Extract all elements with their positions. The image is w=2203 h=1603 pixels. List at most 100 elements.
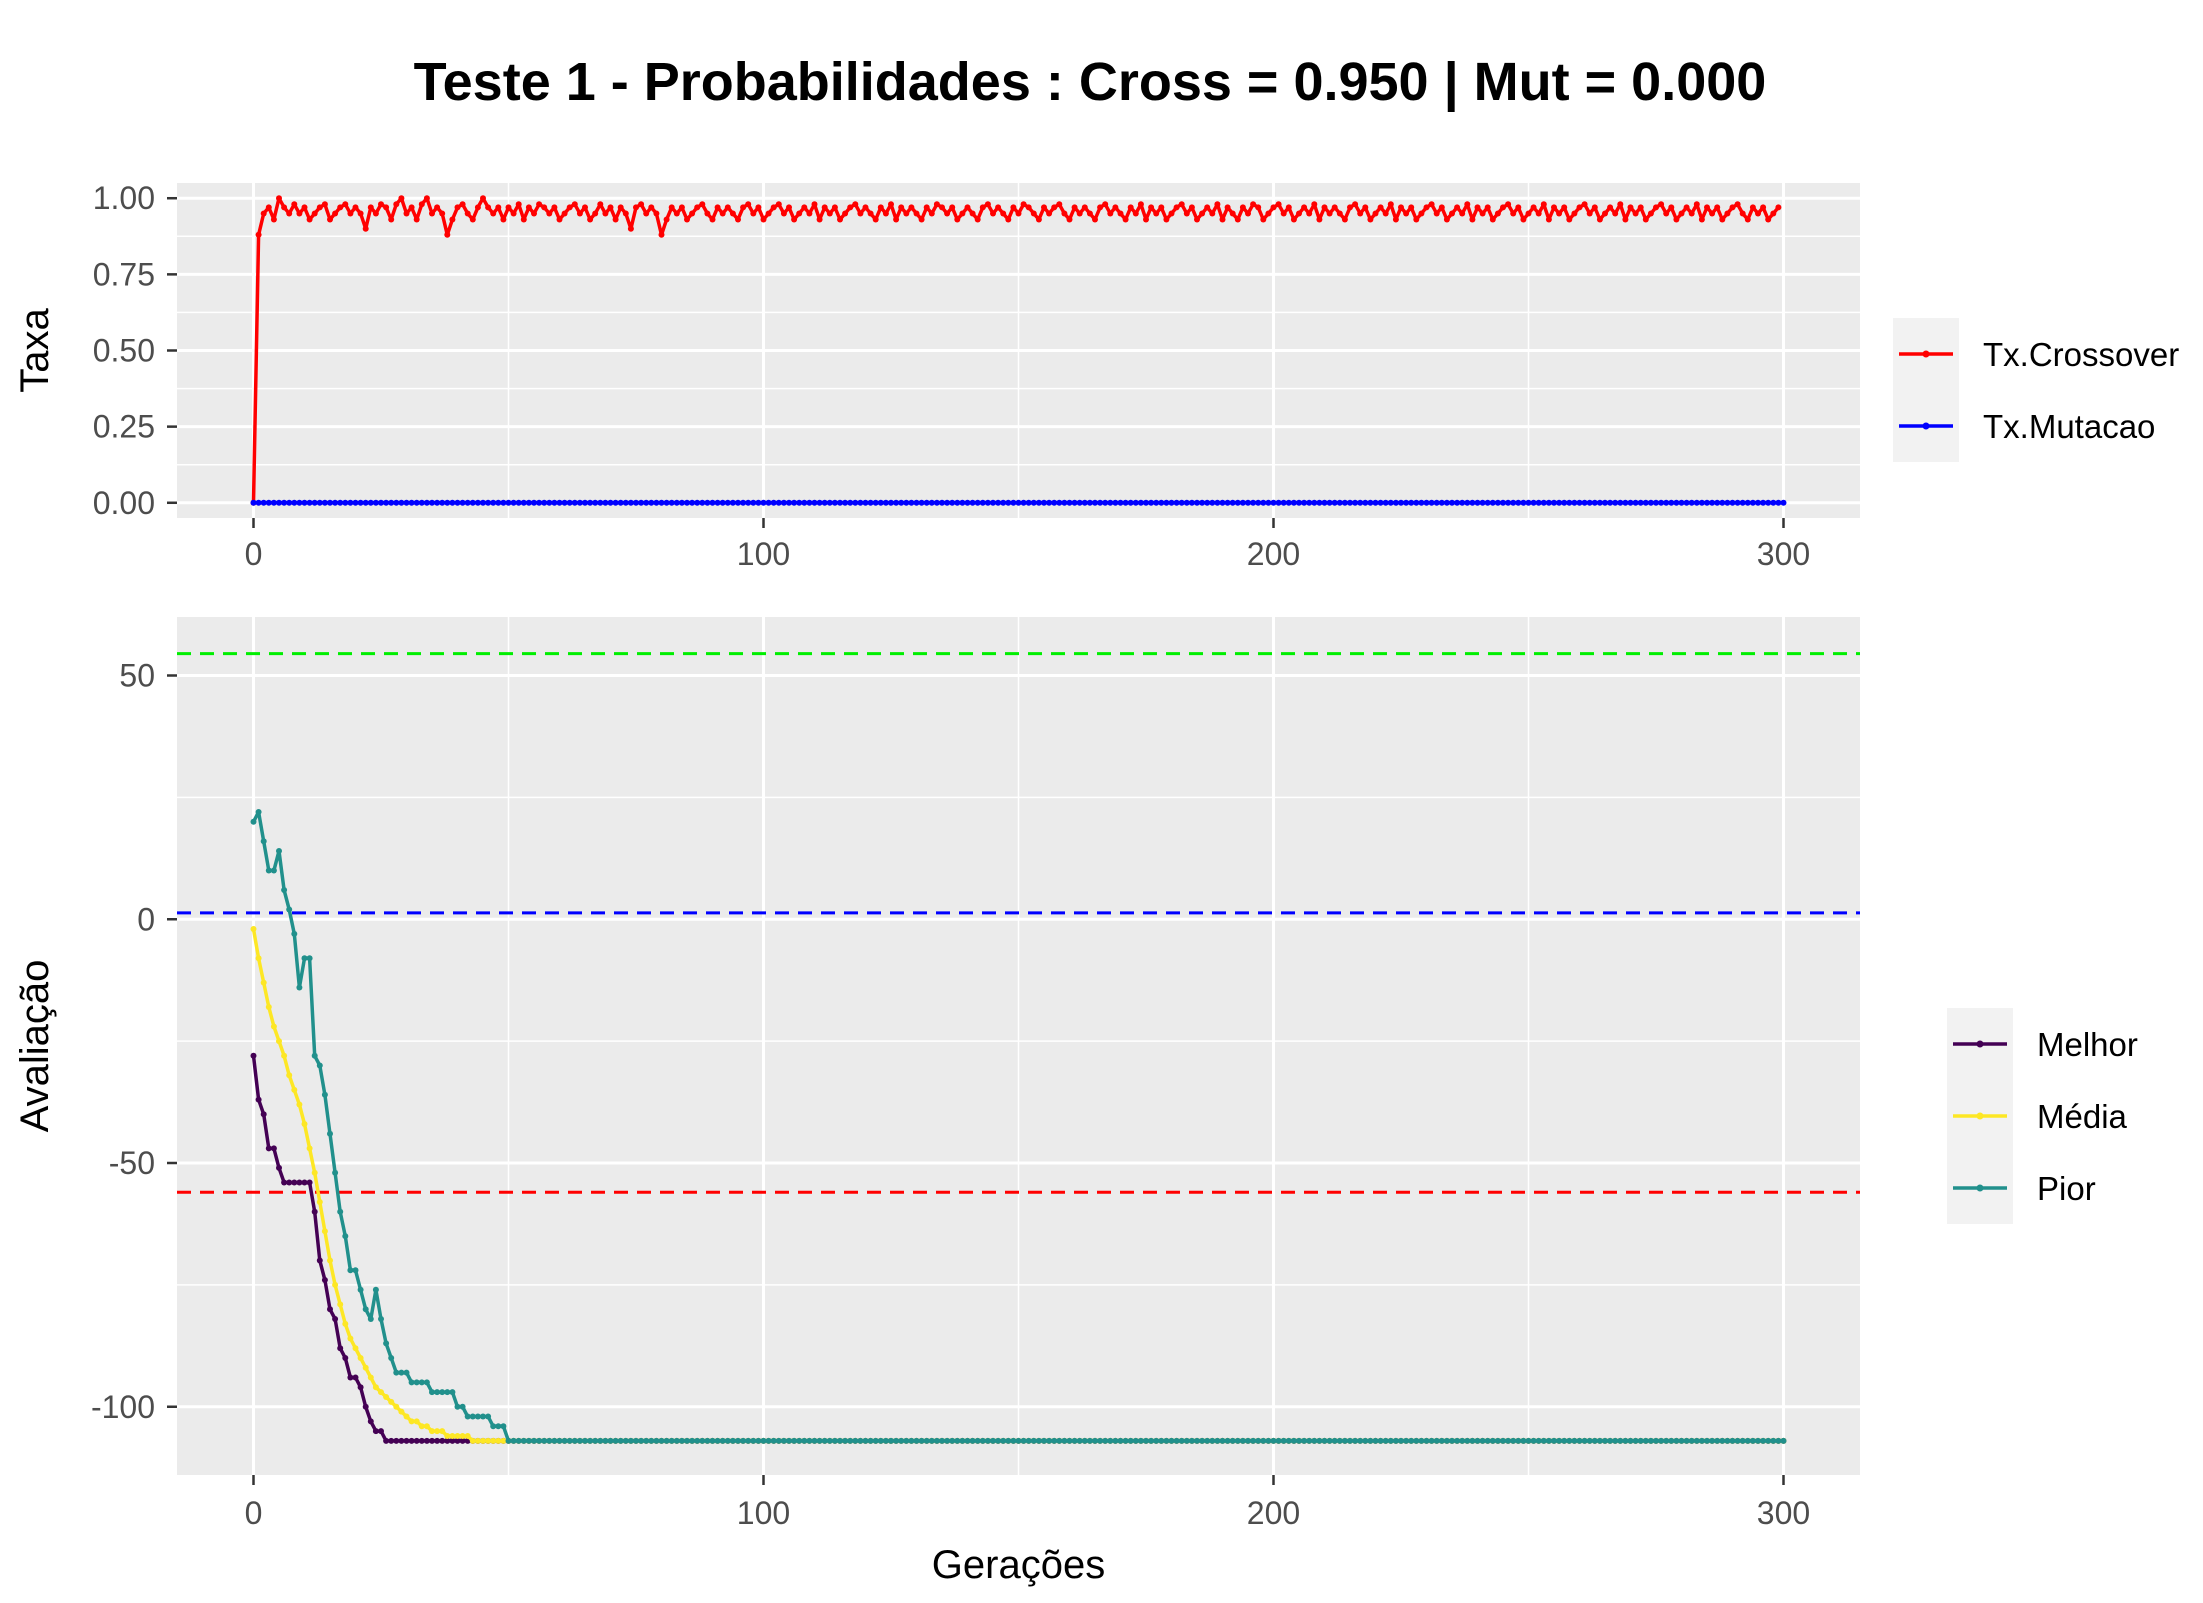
data-point [1081,204,1088,211]
data-point [1515,204,1522,211]
data-point [984,201,991,208]
data-point [673,499,680,506]
data-point [837,216,843,223]
data-point [1076,210,1083,217]
data-point [1489,216,1496,223]
data-point [311,210,318,217]
data-point [306,1145,313,1152]
data-point [1010,499,1017,506]
data-point [1704,1437,1710,1444]
data-point [1224,204,1231,211]
data-point [1143,1437,1149,1444]
data-point [485,499,492,506]
data-point [1632,210,1639,217]
data-point [617,1437,624,1444]
data-point [1000,499,1007,506]
data-point [1382,499,1389,506]
data-point [1780,499,1787,506]
data-point [643,1437,650,1444]
data-point [291,201,298,208]
data-point [1392,216,1399,223]
data-point [1275,499,1282,506]
data-point [1581,499,1588,506]
data-point [474,1437,481,1444]
data-point [1443,499,1450,506]
data-point [276,195,282,202]
data-point [286,499,293,506]
data-point [1535,210,1542,217]
data-point [668,204,675,211]
data-point [816,499,823,506]
data-point [1316,216,1323,223]
data-point [525,1437,532,1444]
data-point [888,1437,894,1444]
data-point [413,1418,420,1425]
data-point [1449,210,1455,217]
data-point [337,204,344,211]
data-point [1265,210,1272,217]
data-point [1668,204,1675,211]
data-point [821,204,828,211]
evaluation-legend: Melhor Média Pior [1947,1008,2138,1224]
data-point [1163,1437,1170,1444]
data-point [1398,499,1404,506]
data-point [1530,204,1537,211]
data-point [1729,1437,1736,1444]
data-point [694,1437,701,1444]
data-point [1739,499,1746,506]
data-point [1551,499,1557,506]
data-point [1469,499,1476,506]
data-point [1688,1437,1695,1444]
data-point [811,201,818,208]
data-point [1204,204,1211,211]
data-point [1367,1437,1374,1444]
data-point [571,499,578,506]
data-point [1097,1437,1104,1444]
data-point [1224,499,1231,506]
data-point [704,210,711,217]
data-point [1005,1437,1012,1444]
data-point [321,1277,328,1283]
data-point [607,499,614,506]
data-point [1464,201,1471,208]
data-point [541,499,548,506]
data-point [638,201,645,208]
data-point [301,955,308,962]
data-point [296,1179,303,1186]
data-point [811,499,818,506]
data-point [893,1437,900,1444]
data-point [1280,499,1287,506]
data-point [898,1437,905,1444]
data-point [801,499,808,506]
data-point [622,499,629,506]
data-point [291,499,298,506]
x-tick-label: 300 [1757,1495,1810,1531]
data-point [1377,204,1384,211]
data-point [1683,204,1690,211]
data-point [1107,499,1114,506]
data-point [571,1437,578,1444]
data-point [1112,204,1119,211]
data-point [536,499,543,506]
data-point [515,499,522,506]
data-point [1423,499,1430,506]
data-point [327,1130,333,1137]
data-point [1688,210,1695,217]
data-point [1734,1437,1741,1444]
data-point [1438,499,1445,506]
data-point [1586,499,1593,506]
data-point [1617,1437,1624,1444]
data-point [831,1437,838,1444]
data-point [1234,499,1241,506]
data-point [1194,1437,1200,1444]
data-point [617,499,624,506]
data-point [1561,1437,1568,1444]
data-point [964,499,971,506]
data-point [1658,201,1665,208]
data-point [1596,499,1603,506]
legend-item: Tx.Mutacao [1893,390,2155,462]
data-point [1127,204,1134,211]
data-point [413,1379,420,1386]
data-point [1326,1437,1333,1444]
evaluation-panel: 0 100 200 300 -100 -50 0 50 Avaliação Gerações [13,617,1860,1587]
